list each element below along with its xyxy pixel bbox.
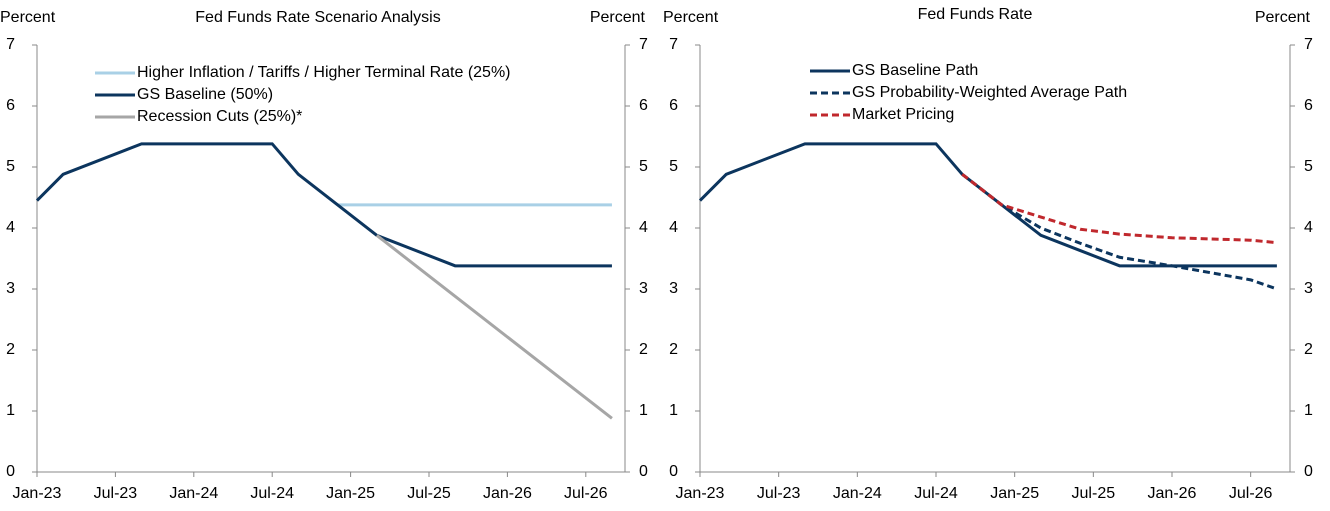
series-line bbox=[961, 173, 1278, 245]
y-tick-label: 3 bbox=[669, 280, 678, 297]
y-tick-label: 7 bbox=[669, 36, 678, 53]
y-tick-label: 1 bbox=[6, 402, 15, 419]
y2-tick-label: 1 bbox=[1304, 402, 1313, 419]
x-tick-label: Jan-25 bbox=[326, 485, 375, 502]
y2-tick-label: 5 bbox=[639, 158, 648, 175]
y2-tick-label: 2 bbox=[639, 341, 648, 358]
y2-axis-label: Percent bbox=[1255, 9, 1311, 26]
y2-axis-label: Percent bbox=[590, 9, 646, 26]
y-tick-label: 2 bbox=[669, 341, 678, 358]
x-tick-label: Jan-25 bbox=[990, 485, 1039, 502]
x-tick-label: Jul-24 bbox=[914, 485, 958, 502]
x-tick-label: Jul-26 bbox=[1229, 485, 1273, 502]
y-tick-label: 5 bbox=[6, 158, 15, 175]
x-tick-label: Jan-26 bbox=[1148, 485, 1197, 502]
y2-tick-label: 6 bbox=[639, 97, 648, 114]
y-tick-label: 5 bbox=[669, 158, 678, 175]
chart-title: Fed Funds Rate Scenario Analysis bbox=[195, 9, 440, 26]
y-tick-label: 2 bbox=[6, 341, 15, 358]
series-line bbox=[35, 142, 612, 268]
x-tick-label: Jan-23 bbox=[13, 485, 62, 502]
y2-tick-label: 6 bbox=[1304, 97, 1313, 114]
x-tick-label: Jan-23 bbox=[676, 485, 725, 502]
y2-tick-label: 7 bbox=[1304, 36, 1313, 53]
x-tick-label: Jul-26 bbox=[564, 485, 608, 502]
x-tick-label: Jul-25 bbox=[1072, 485, 1116, 502]
y2-tick-label: 3 bbox=[639, 280, 648, 297]
y2-tick-label: 5 bbox=[1304, 158, 1313, 175]
y-tick-label: 0 bbox=[6, 463, 15, 480]
y2-tick-label: 7 bbox=[639, 36, 648, 53]
y-tick-label: 6 bbox=[6, 97, 15, 114]
series-line bbox=[375, 234, 613, 420]
y-axis-label: Percent bbox=[663, 9, 719, 26]
legend-label: Market Pricing bbox=[852, 106, 954, 123]
y-tick-label: 4 bbox=[669, 219, 678, 236]
x-tick-label: Jul-23 bbox=[94, 485, 138, 502]
legend-label: GS Baseline (50%) bbox=[137, 86, 273, 103]
legend-label: GS Baseline Path bbox=[852, 62, 978, 79]
y2-tick-label: 0 bbox=[639, 463, 648, 480]
legend-label: GS Probability-Weighted Average Path bbox=[852, 84, 1127, 101]
series-line bbox=[698, 142, 1277, 268]
y2-tick-label: 0 bbox=[1304, 463, 1313, 480]
y-tick-label: 3 bbox=[6, 280, 15, 297]
y-axis-label: Percent bbox=[0, 9, 56, 26]
y2-tick-label: 3 bbox=[1304, 280, 1313, 297]
y2-tick-label: 2 bbox=[1304, 341, 1313, 358]
y2-tick-label: 4 bbox=[1304, 219, 1313, 236]
legend-label: Recession Cuts (25%)* bbox=[137, 108, 302, 125]
x-tick-label: Jan-26 bbox=[483, 485, 532, 502]
x-tick-label: Jan-24 bbox=[833, 485, 882, 502]
x-tick-label: Jul-25 bbox=[407, 485, 451, 502]
legend-label: Higher Inflation / Tariffs / Higher Term… bbox=[137, 64, 511, 81]
chart-title: Fed Funds Rate bbox=[918, 6, 1033, 23]
y2-tick-label: 4 bbox=[639, 219, 648, 236]
y-tick-label: 0 bbox=[669, 463, 678, 480]
x-tick-label: Jan-24 bbox=[169, 485, 218, 502]
y-tick-label: 1 bbox=[669, 402, 678, 419]
x-tick-label: Jul-24 bbox=[250, 485, 294, 502]
y2-tick-label: 1 bbox=[639, 402, 648, 419]
series-line bbox=[961, 173, 1278, 291]
y-tick-label: 6 bbox=[669, 97, 678, 114]
y-tick-label: 4 bbox=[6, 219, 15, 236]
x-tick-label: Jul-23 bbox=[757, 485, 801, 502]
y-tick-label: 7 bbox=[6, 36, 15, 53]
